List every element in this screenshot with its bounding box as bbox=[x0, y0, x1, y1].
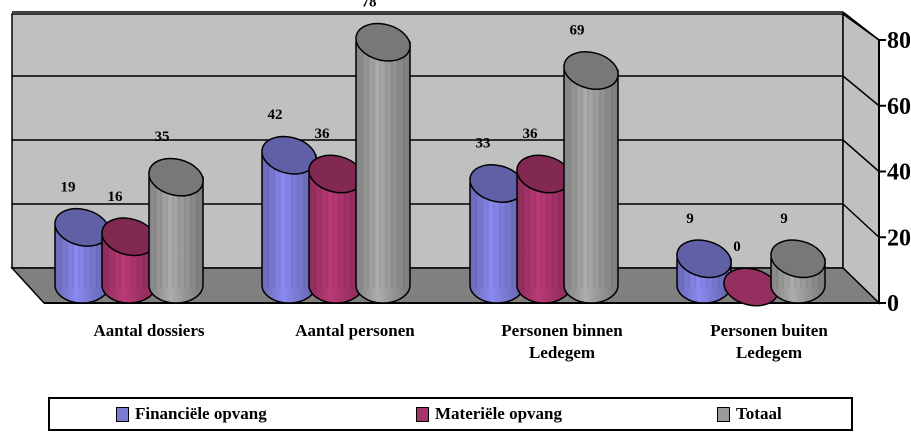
legend-label-financiele: Financiële opvang bbox=[135, 404, 267, 423]
legend-swatch-totaal bbox=[717, 406, 730, 422]
legend: Financiële opvang Materiële opvang Totaa… bbox=[48, 397, 853, 431]
bar-body bbox=[148, 176, 204, 304]
data-labels: 19 16 35 42 36 78 33 36 69 9 0 9 bbox=[61, 0, 788, 255]
category-label-personen-binnen-ledegem: Personen binnen Ledegem bbox=[501, 321, 623, 362]
bar-body bbox=[516, 173, 572, 304]
category-label-personen-buiten-ledegem: Personen buiten Ledegem bbox=[710, 321, 828, 362]
bar-totaal-aantal-personen bbox=[355, 22, 411, 304]
legend-item-financiele: Financiële opvang bbox=[116, 404, 267, 424]
bar-totaal-personen-buiten-ledegem bbox=[770, 239, 826, 304]
side-gridline-40 bbox=[842, 139, 880, 173]
data-label-materiele-opvang-aantal-dossiers: 16 bbox=[108, 189, 124, 205]
category-label-aantal-personen: Aantal personen bbox=[295, 321, 415, 340]
bar-body bbox=[355, 41, 411, 304]
y-tick-label: 40 bbox=[887, 160, 911, 186]
bar-financiele-opvang-personen-binnen-ledegem bbox=[469, 164, 525, 304]
data-label-totaal-personen-binnen-ledegem: 69 bbox=[570, 23, 585, 39]
bar-body bbox=[563, 69, 619, 304]
bar-financiele-opvang-personen-buiten-ledegem bbox=[676, 239, 732, 304]
side-gridline-20 bbox=[842, 203, 880, 238]
legend-swatch-materiele bbox=[416, 406, 429, 422]
bar-cap bbox=[563, 51, 619, 90]
category-label-aantal-dossiers: Aantal dossiers bbox=[94, 321, 205, 340]
chart-side-wall bbox=[842, 12, 880, 305]
data-label-materiele-opvang-personen-buiten-ledegem: 0 bbox=[733, 239, 741, 255]
bar-cap bbox=[355, 22, 411, 62]
bar-body bbox=[308, 173, 364, 304]
data-label-financiele-opvang-aantal-personen: 42 bbox=[268, 107, 283, 123]
data-label-financiele-opvang-personen-buiten-ledegem: 9 bbox=[686, 211, 694, 227]
data-label-financiele-opvang-personen-binnen-ledegem: 33 bbox=[476, 135, 491, 151]
y-tick-label: 0 bbox=[887, 291, 899, 317]
legend-item-totaal: Totaal bbox=[717, 404, 782, 424]
bar-body bbox=[261, 154, 317, 304]
bar-cap bbox=[148, 157, 204, 197]
data-label-totaal-personen-buiten-ledegem: 9 bbox=[780, 211, 788, 227]
bar-materiele-opvang-aantal-personen bbox=[308, 154, 364, 304]
legend-item-materiele: Materiële opvang bbox=[416, 404, 562, 424]
data-label-financiele-opvang-aantal-dossiers: 19 bbox=[61, 179, 76, 195]
bar-totaal-aantal-dossiers bbox=[148, 157, 204, 304]
data-label-materiele-opvang-aantal-personen: 36 bbox=[315, 126, 331, 142]
side-gridline-80 bbox=[842, 11, 880, 41]
y-tick-label: 60 bbox=[887, 94, 911, 120]
bar-materiele-opvang-personen-binnen-ledegem bbox=[516, 154, 572, 304]
bar-cap bbox=[676, 239, 732, 279]
bar-financiele-opvang-aantal-personen bbox=[261, 135, 317, 304]
bar-totaal-personen-binnen-ledegem bbox=[563, 51, 619, 304]
legend-swatch-financiele bbox=[116, 406, 129, 422]
data-label-totaal-aantal-personen: 78 bbox=[362, 0, 377, 10]
y-axis-ticks: 0 20 40 60 80 bbox=[879, 28, 911, 317]
legend-label-totaal: Totaal bbox=[736, 404, 782, 423]
category-labels: Aantal dossiers Aantal personen Personen b… bbox=[94, 321, 829, 362]
side-gridline-60 bbox=[842, 75, 880, 107]
bars bbox=[54, 22, 826, 307]
data-label-materiele-opvang-personen-binnen-ledegem: 36 bbox=[523, 126, 539, 142]
bar-cap bbox=[770, 239, 826, 279]
data-label-totaal-aantal-dossiers: 35 bbox=[155, 129, 170, 145]
y-tick-label: 20 bbox=[887, 225, 911, 251]
legend-label-materiele: Materiële opvang bbox=[435, 404, 562, 423]
y-tick-label: 80 bbox=[887, 28, 911, 54]
